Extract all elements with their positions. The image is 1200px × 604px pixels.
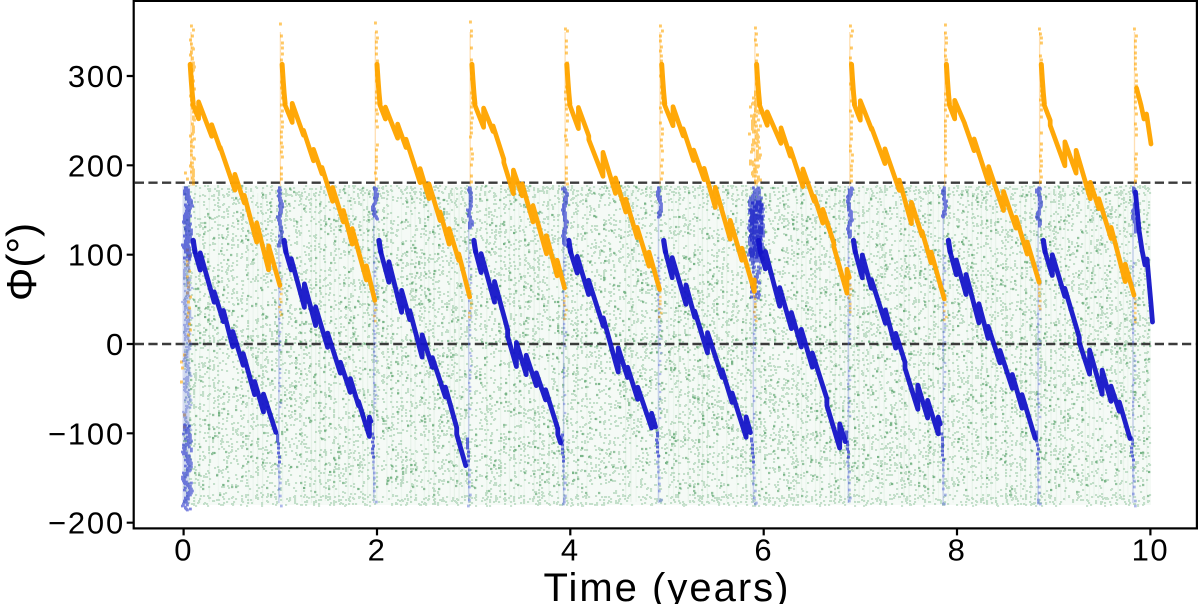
svg-text:8: 8	[948, 533, 967, 568]
svg-text:0: 0	[106, 327, 125, 362]
svg-text:Time (years): Time (years)	[544, 566, 791, 604]
svg-text:200: 200	[68, 148, 125, 183]
svg-text:−200: −200	[48, 506, 125, 541]
svg-text:10: 10	[1132, 533, 1169, 568]
svg-text:100: 100	[68, 238, 125, 273]
svg-text:0: 0	[174, 533, 193, 568]
svg-text:2: 2	[368, 533, 387, 568]
svg-text:6: 6	[754, 533, 773, 568]
svg-text:300: 300	[68, 59, 125, 94]
svg-text:4: 4	[561, 533, 580, 568]
svg-text:−100: −100	[48, 416, 125, 451]
svg-text:Φ(°): Φ(°)	[0, 223, 45, 301]
